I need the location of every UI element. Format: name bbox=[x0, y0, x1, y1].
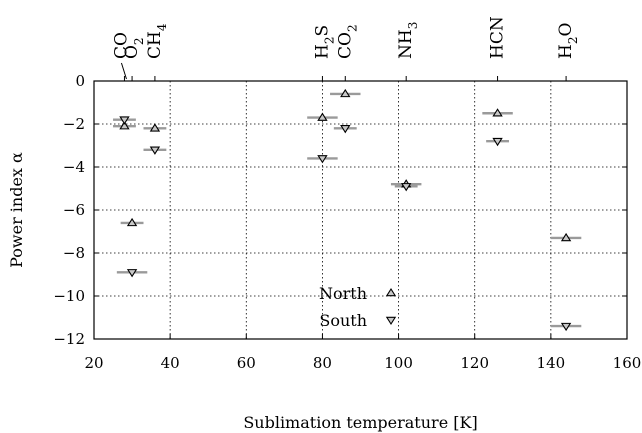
north-marker bbox=[119, 121, 130, 130]
y-tick-label: −8 bbox=[63, 244, 85, 262]
x-tick-label: 140 bbox=[537, 354, 566, 372]
south-marker bbox=[149, 146, 161, 155]
legend-label: North bbox=[319, 284, 367, 303]
south-marker bbox=[126, 269, 138, 278]
north-marker bbox=[317, 112, 328, 121]
axis-ticks: 20 40 60 80 100 120 140 160 0 −2 −4 −6 −8 −10 −12 bbox=[53, 72, 641, 372]
data-markers bbox=[119, 88, 572, 332]
south-marker bbox=[492, 137, 503, 147]
molecule-label: CO bbox=[111, 32, 131, 59]
south-marker bbox=[400, 183, 412, 192]
y-tick-label: −4 bbox=[63, 158, 85, 176]
molecule-label: O2 bbox=[122, 37, 146, 59]
north-marker bbox=[126, 217, 138, 227]
x-tick-label: 80 bbox=[313, 354, 332, 372]
x-axis-label: Sublimation temperature [K] bbox=[243, 413, 477, 432]
x-tick-label: 100 bbox=[384, 354, 413, 372]
x-tick-label: 60 bbox=[237, 354, 256, 372]
south-marker bbox=[340, 125, 351, 134]
legend-marker bbox=[385, 287, 397, 297]
north-marker bbox=[560, 232, 572, 242]
grid bbox=[94, 81, 627, 339]
molecule-label: H2O bbox=[556, 23, 580, 59]
molecule-label: H2S bbox=[312, 25, 336, 59]
y-tick-label: −12 bbox=[53, 330, 85, 348]
x-tick-label: 40 bbox=[161, 354, 180, 372]
north-marker bbox=[149, 123, 161, 132]
legend-marker bbox=[385, 316, 397, 326]
north-marker bbox=[492, 108, 503, 117]
legend-label: South bbox=[319, 311, 367, 330]
molecule-label: NH3 bbox=[396, 22, 420, 59]
x-tick-label: 20 bbox=[84, 354, 103, 372]
y-tick-label: −10 bbox=[53, 287, 85, 305]
x-tick-label: 120 bbox=[460, 354, 489, 372]
north-marker bbox=[340, 88, 351, 98]
co-leader-line bbox=[120, 62, 127, 80]
y-tick-label: −6 bbox=[63, 201, 85, 219]
x-tick-label: 160 bbox=[613, 354, 642, 372]
y-axis-label: Power index α bbox=[7, 152, 26, 268]
molecule-label: CH4 bbox=[145, 23, 169, 59]
south-marker bbox=[560, 322, 572, 332]
molecule-label: HCN bbox=[488, 16, 508, 59]
y-tick-label: −2 bbox=[63, 115, 85, 133]
y-tick-label: 0 bbox=[75, 72, 85, 90]
molecule-label: CO2 bbox=[335, 24, 359, 59]
south-marker bbox=[317, 155, 328, 164]
legend: North South bbox=[319, 284, 397, 330]
south-marker bbox=[119, 116, 130, 125]
